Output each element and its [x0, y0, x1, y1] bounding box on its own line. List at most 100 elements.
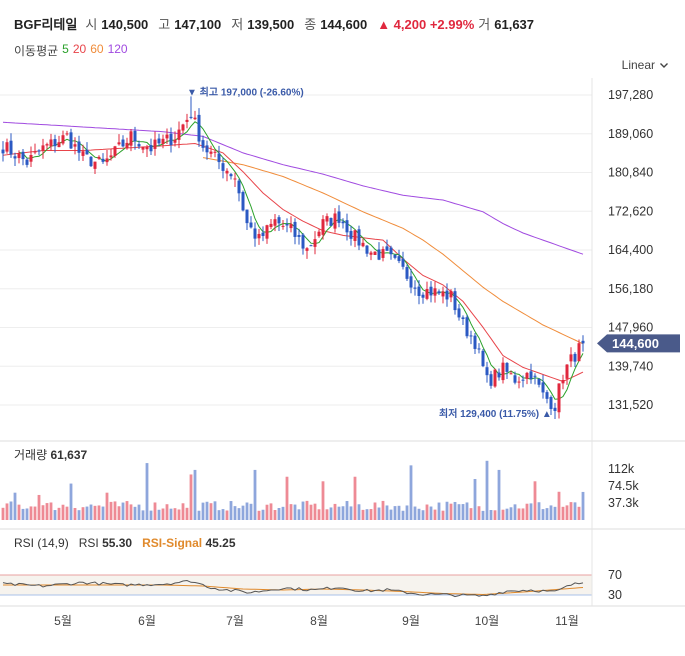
volume-bar	[465, 502, 469, 520]
volume-bar	[469, 508, 473, 520]
candle-body	[293, 221, 297, 237]
volume-bar	[421, 510, 425, 520]
volume-bar	[345, 501, 349, 520]
volume-bar	[477, 506, 481, 520]
candle-body	[281, 225, 285, 227]
volume-bar	[385, 505, 389, 520]
volume-bar	[113, 501, 117, 520]
candle-body	[341, 221, 345, 224]
candle-body	[485, 367, 489, 376]
price-tick-label: 147,960	[608, 321, 653, 335]
candle-body	[25, 159, 29, 165]
candle-body	[493, 369, 497, 387]
volume-bar	[145, 463, 149, 520]
volume-bar	[301, 501, 305, 520]
volume-bar	[425, 504, 429, 520]
change-value: ▲ 4,200 +2.99%	[377, 17, 475, 32]
volume-bar	[449, 503, 453, 520]
volume-bar	[501, 509, 505, 520]
candle-body	[289, 224, 293, 229]
volume-bar	[201, 502, 205, 520]
volume-bar	[237, 508, 241, 520]
price-tick-label: 172,620	[608, 204, 653, 218]
candle-body	[173, 139, 177, 143]
volume-bar	[1, 507, 5, 520]
volume-bar	[25, 508, 29, 520]
volume-bar	[573, 502, 577, 520]
close-label: 종	[304, 17, 317, 32]
volume-bar	[413, 506, 417, 520]
candle-body	[353, 230, 357, 241]
candle-body	[305, 248, 309, 251]
volume-bar	[21, 508, 25, 520]
candle-body	[445, 290, 449, 300]
volume-bar	[473, 479, 477, 520]
candle-body	[149, 145, 153, 152]
rsi-panel-title: RSI (14,9) RSI 55.30 RSI-Signal 45.25	[14, 536, 236, 550]
candle-body	[565, 364, 569, 379]
volume-bar	[277, 508, 281, 520]
volume-bar	[381, 500, 385, 520]
ma120-legend: 120	[107, 42, 128, 56]
volume-bar	[97, 505, 101, 520]
volume-bar	[105, 492, 109, 520]
volume-bar	[517, 508, 521, 520]
volume-bar	[493, 510, 497, 520]
volume-bar	[357, 504, 361, 520]
candle-body	[489, 374, 493, 386]
candle-body	[429, 286, 433, 296]
candle-body	[333, 213, 337, 229]
volume-panel-value: 61,637	[50, 448, 88, 462]
rsi-level-30: 30	[608, 588, 622, 602]
candle-body	[409, 276, 413, 288]
volume-bar	[369, 509, 373, 520]
candle-body	[177, 129, 181, 140]
volume-bar	[173, 508, 177, 520]
volume-bar	[213, 501, 217, 520]
candle-body	[273, 219, 277, 226]
volume-bar	[185, 507, 189, 520]
candle-body	[365, 245, 369, 254]
candle-body	[185, 119, 189, 122]
candle-body	[249, 222, 253, 228]
volume-bar	[325, 509, 329, 520]
rsi-level-70: 70	[608, 568, 622, 582]
price-tick-label: 131,520	[608, 398, 653, 412]
candle-body	[397, 256, 401, 262]
volume-bar	[217, 510, 221, 520]
volume-bar	[565, 505, 569, 520]
scale-selector[interactable]: Linear	[622, 58, 669, 72]
volume-bar	[497, 469, 501, 520]
candle-body	[157, 138, 161, 144]
volume-bar	[89, 504, 93, 520]
time-axis: 5월 6월 7월 8월 9월 10월 11월	[54, 614, 579, 628]
high-label: 고	[158, 17, 171, 32]
rsi-band	[0, 575, 592, 595]
volume-bar	[509, 507, 513, 520]
candle-body	[49, 139, 53, 147]
candle-body	[329, 217, 333, 226]
candle-body	[29, 154, 33, 162]
volume-bar	[329, 507, 333, 520]
volume-bar	[65, 506, 69, 520]
volume-tick-label: 37.3k	[608, 496, 639, 510]
candle-body	[117, 142, 121, 145]
candle-body	[233, 178, 237, 180]
ma60-line	[202, 157, 584, 345]
candle-body	[537, 378, 541, 385]
candle-body	[321, 219, 325, 235]
ma-legend: 이동평균 5 20 60 120	[14, 42, 128, 59]
candle-body	[137, 144, 141, 147]
candle-body	[193, 117, 197, 120]
volume-bar	[437, 502, 441, 520]
volume-bar	[417, 508, 421, 520]
volume-bar	[289, 504, 293, 520]
volume-bar	[69, 483, 73, 520]
volume-bar	[17, 504, 21, 520]
volume-bar	[321, 481, 325, 520]
volume-bar	[433, 509, 437, 520]
volume-bar	[77, 510, 81, 520]
current-price-tag: 144,600	[597, 334, 680, 353]
price-header: BGF리테일 시 140,500 고 147,100 저 139,500 종 1…	[14, 14, 540, 33]
